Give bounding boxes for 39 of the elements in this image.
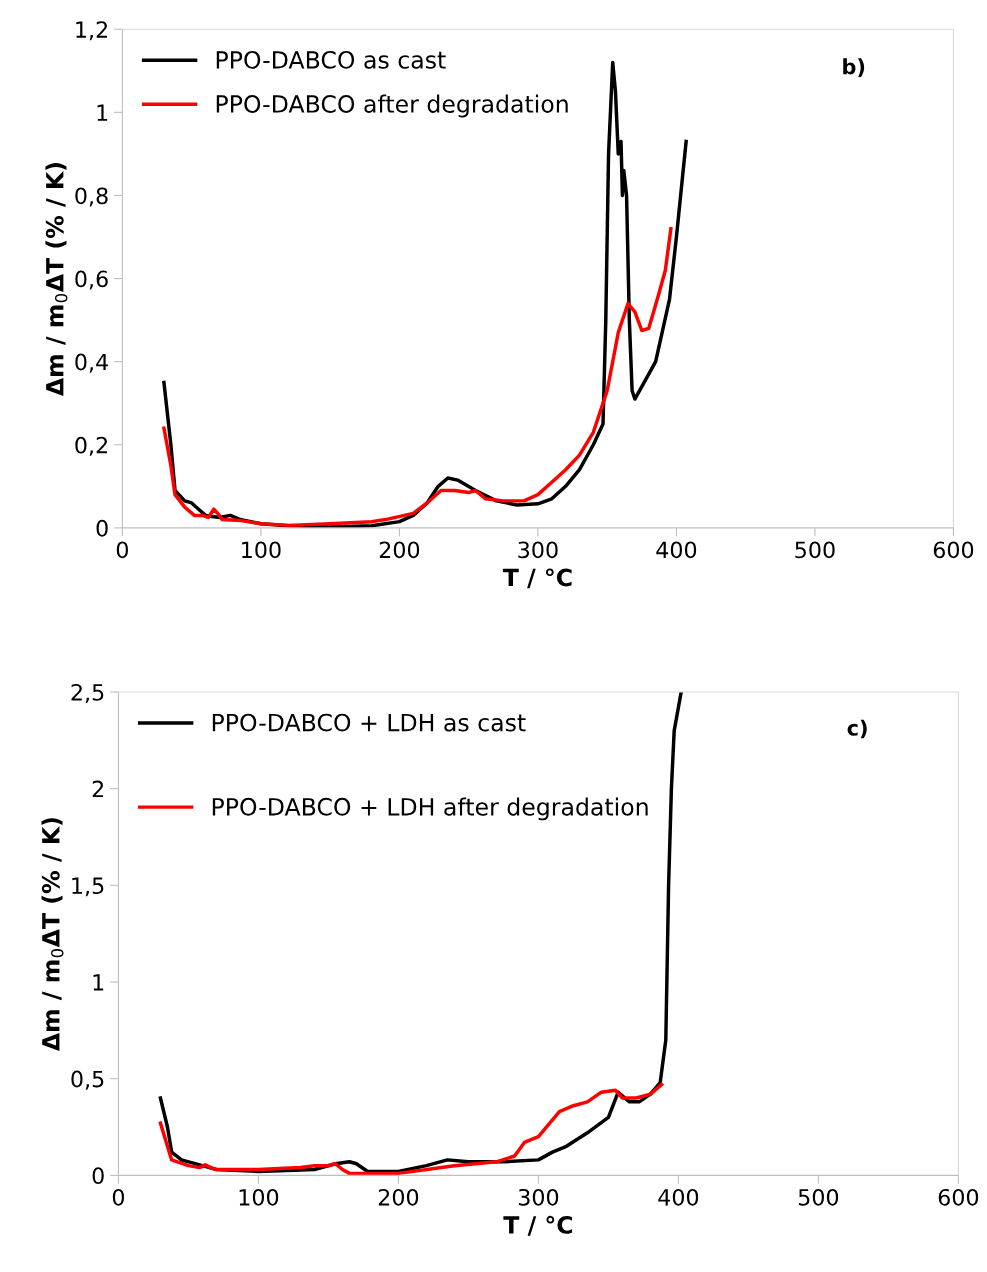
y-tick-label: 0,4 [75, 353, 108, 373]
x-tick-label: 500 [795, 541, 835, 559]
y-tick-label: 1 [97, 104, 108, 121]
x-tick-label: 400 [658, 1188, 699, 1206]
y-tick-label: 0 [96, 519, 108, 537]
annotation: b) [843, 58, 865, 77]
y-tick-label: 2,5 [71, 683, 104, 703]
x-tick-label: 600 [933, 541, 974, 559]
line-series [162, 226, 673, 528]
x-tick-label: 600 [938, 1188, 979, 1206]
y-axis-title: Δm / m$_{0}$ΔT (% / K) [41, 818, 64, 1052]
y-tick-label: 1 [93, 974, 104, 991]
legend-label: PPO-DABCO after degradation [216, 94, 568, 118]
x-tick-label: 200 [379, 541, 420, 559]
legend-label: PPO-DABCO as cast [216, 50, 446, 69]
legend-label: PPO-DABCO + LDH after degradation [212, 797, 648, 821]
y-tick-label: 0 [92, 1167, 104, 1185]
x-tick-label: 100 [242, 541, 281, 559]
x-tick-label: 200 [378, 1188, 419, 1206]
x-tick-label: 300 [518, 1188, 559, 1206]
y-tick-label: 0,8 [75, 187, 108, 207]
annotation: c) [847, 719, 867, 739]
y-tick-label: 1,2 [76, 21, 107, 41]
y-tick-label: 0,5 [71, 1070, 104, 1090]
x-tick-label: 0 [112, 1188, 125, 1206]
x-tick-label: 500 [798, 1188, 839, 1206]
x-axis-title: T / °C [503, 1215, 573, 1236]
x-tick-label: 400 [656, 541, 697, 559]
y-tick-label: 0,2 [75, 436, 107, 456]
y-tick-label: 0,6 [75, 270, 108, 290]
legend-label: PPO-DABCO + LDH as cast [212, 713, 526, 732]
y-tick-label: 1,5 [72, 877, 104, 897]
x-axis-title: T / °C [502, 568, 572, 589]
x-tick-label: 300 [518, 541, 558, 559]
line-series [158, 1082, 664, 1176]
x-tick-label: 0 [116, 541, 128, 559]
y-axis-title: Δm / m$_{0}$ΔT (% / K) [45, 163, 68, 397]
y-tick-label: 2 [92, 780, 104, 798]
x-tick-label: 100 [239, 1188, 279, 1206]
